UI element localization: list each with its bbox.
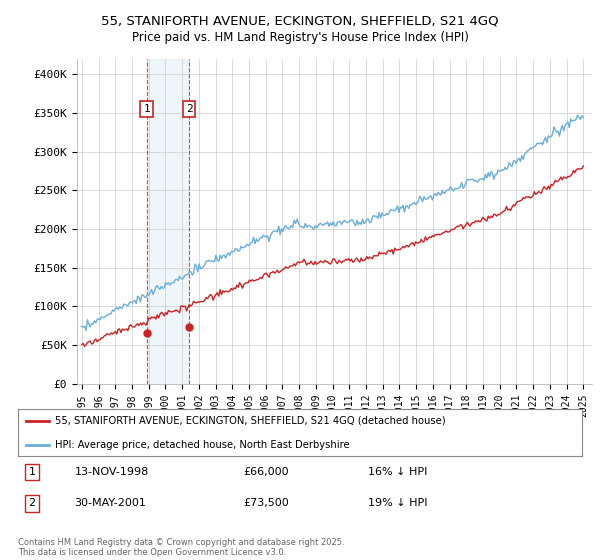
Text: 19% ↓ HPI: 19% ↓ HPI xyxy=(368,498,427,508)
Text: 55, STANIFORTH AVENUE, ECKINGTON, SHEFFIELD, S21 4GQ (detached house): 55, STANIFORTH AVENUE, ECKINGTON, SHEFFI… xyxy=(55,416,445,426)
Bar xyxy=(146,59,189,384)
Text: Price paid vs. HM Land Registry's House Price Index (HPI): Price paid vs. HM Land Registry's House … xyxy=(131,31,469,44)
Text: 2: 2 xyxy=(29,498,35,508)
Text: HPI: Average price, detached house, North East Derbyshire: HPI: Average price, detached house, Nort… xyxy=(55,440,349,450)
Text: 13-NOV-1998: 13-NOV-1998 xyxy=(74,467,149,477)
Text: 30-MAY-2001: 30-MAY-2001 xyxy=(74,498,146,508)
Text: 16% ↓ HPI: 16% ↓ HPI xyxy=(368,467,427,477)
Text: 1: 1 xyxy=(29,467,35,477)
Text: 1: 1 xyxy=(143,104,150,114)
Text: £73,500: £73,500 xyxy=(244,498,289,508)
Text: Contains HM Land Registry data © Crown copyright and database right 2025.
This d: Contains HM Land Registry data © Crown c… xyxy=(18,538,344,557)
Text: 55, STANIFORTH AVENUE, ECKINGTON, SHEFFIELD, S21 4GQ: 55, STANIFORTH AVENUE, ECKINGTON, SHEFFI… xyxy=(101,14,499,27)
Text: £66,000: £66,000 xyxy=(244,467,289,477)
Text: 2: 2 xyxy=(185,104,193,114)
